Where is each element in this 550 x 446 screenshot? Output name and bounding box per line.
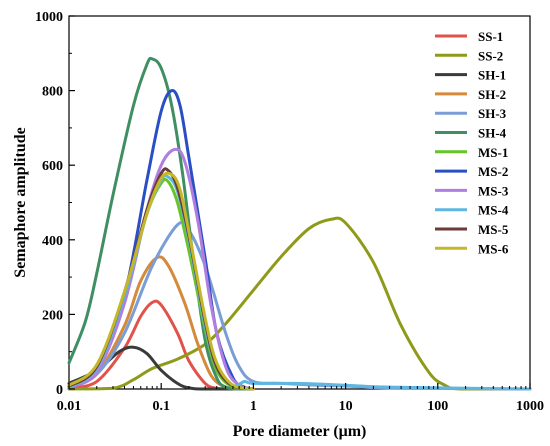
legend-label-ss-1: SS-1 [478,29,503,44]
legend-label-ms-4: MS-4 [478,203,509,218]
y-tick-label: 0 [56,383,63,398]
series-line-ss-2 [67,216,532,391]
legend-label-ms-3: MS-3 [478,183,509,198]
y-axis-title: Semaphore amplitude [12,127,29,277]
y-tick-label: 1000 [35,10,63,25]
series-line-ms-2 [67,89,255,391]
x-tick-label: 0.01 [57,399,82,414]
y-tick-label: 200 [42,308,63,323]
series-line-ms-4 [67,174,532,391]
legend-label-sh-2: SH-2 [478,87,506,102]
plot-frame [68,15,531,390]
x-tick-label: 1000 [516,399,544,414]
x-tick-label: 100 [427,399,448,414]
y-tick-label: 400 [42,234,63,249]
legend-label-ms-5: MS-5 [478,222,509,237]
axes-group: 0.01 0.1 1 10 100 1000 0 200 400 600 800 1000 [35,10,544,414]
plot-area [68,15,531,390]
legend-label-ss-2: SS-2 [478,48,503,63]
x-axis-title: Pore diameter (μm) [233,423,367,440]
legend-label-sh-1: SH-1 [478,68,506,83]
y-tick-label: 800 [42,85,63,100]
legend-label-ms-6: MS-6 [478,241,509,256]
series-line-ms-3 [67,147,255,391]
x-tick-label: 0.1 [152,399,170,414]
legend-label-sh-4: SH-4 [478,126,507,141]
x-tick-label: 10 [339,399,353,414]
series-group [67,56,532,391]
series-line-ms-1 [67,177,255,391]
series-line-ms-6 [67,171,255,391]
legend: SS-1 SS-2 SH-1 SH-2 SH-3 SH-4 MS-1 MS-2 MS-3 MS-4… [435,29,509,256]
legend-label-sh-3: SH-3 [478,106,507,121]
series-line-sh-4 [67,56,255,391]
y-tick-label: 600 [42,159,63,174]
legend-label-ms-2: MS-2 [478,164,508,179]
x-tick-label: 1 [250,399,257,414]
legend-label-ms-1: MS-1 [478,145,508,160]
